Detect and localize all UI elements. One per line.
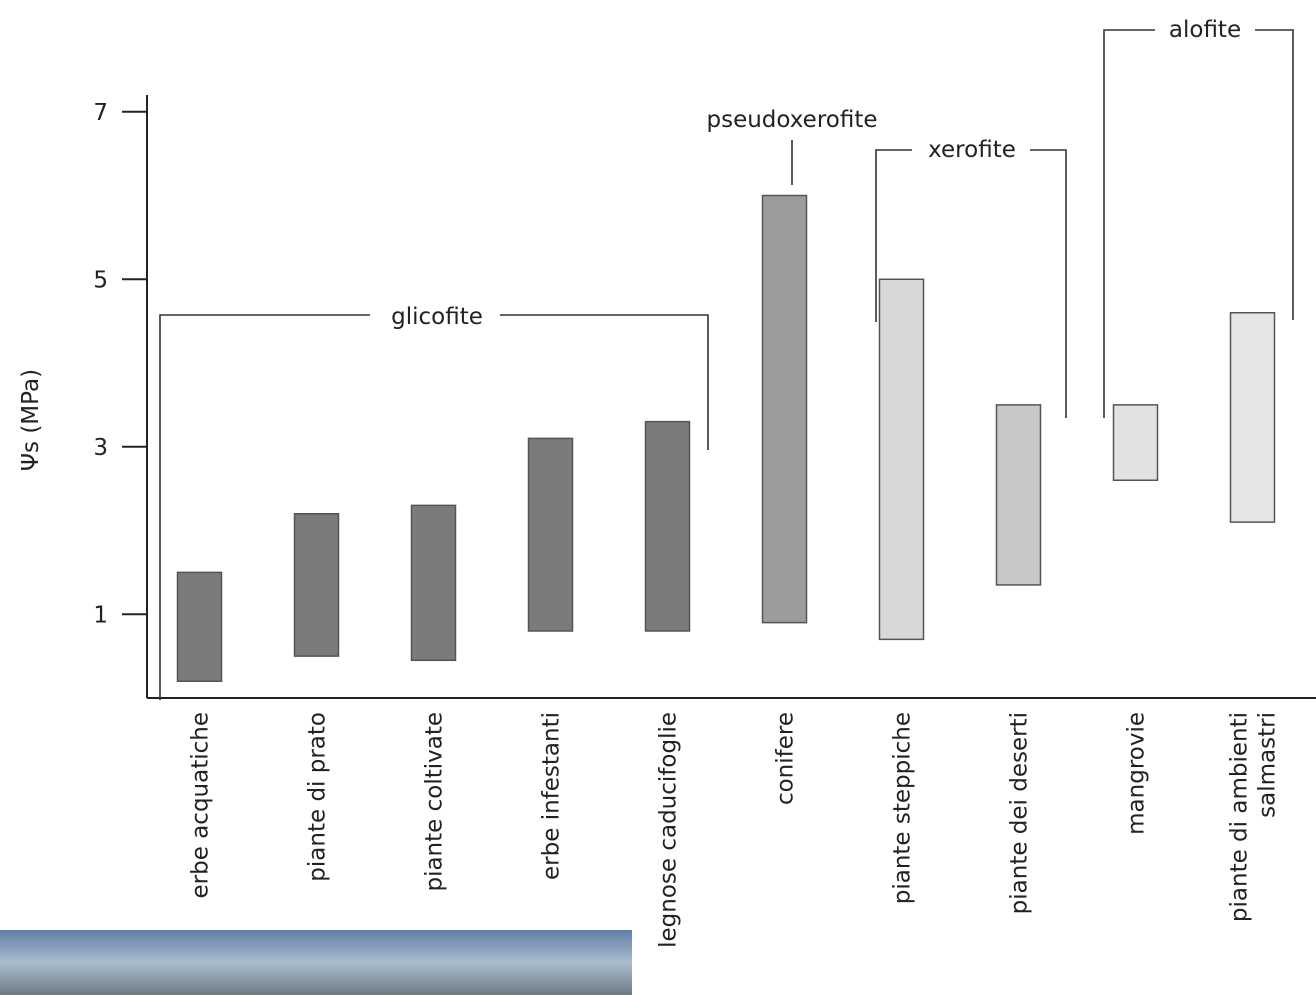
plot-area: 1 3 5 7 erbe acquatiche piante di prato piante… [93,100,1280,948]
bar [763,196,807,623]
x-tick-label: erbe infestanti [539,712,565,880]
bar [997,405,1041,585]
bar [412,505,456,660]
y-tick-label: 7 [93,100,108,126]
x-tick-label: piante coltivate [422,712,448,892]
x-tick-label: piante steppiche [890,712,916,904]
y-axis-label: Ψs (MPa) [18,369,44,471]
chart: Ψs (MPa) glicofite pseudoxerofite xerofi… [0,0,1316,995]
x-tick-label: legnose caducifoglie [656,712,682,948]
x-tick-label: erbe acquatiche [188,712,214,898]
annotation: pseudoxerofite [706,107,877,133]
x-tick-label: conifere [773,712,799,805]
bar [1231,313,1275,522]
x-tick-label: mangrovie [1124,712,1150,835]
x-tick-label: piante di prato [305,712,331,882]
bar [646,422,690,631]
bar [295,514,339,656]
bar [178,572,222,681]
y-tick-label: 5 [93,267,108,293]
photo-fragment [0,930,632,995]
annotation: glicofite [391,304,483,330]
x-tick-label: piante di ambienti [1227,712,1253,922]
bar [1114,405,1158,480]
bar [529,438,573,631]
bar [880,279,924,639]
annotation: alofite [1169,17,1241,43]
x-tick-label: salmastri [1255,712,1281,818]
y-tick-label: 1 [93,602,108,628]
x-tick-label: piante dei deserti [1007,712,1033,914]
annotation: xerofite [928,137,1016,163]
y-tick-label: 3 [93,435,108,461]
